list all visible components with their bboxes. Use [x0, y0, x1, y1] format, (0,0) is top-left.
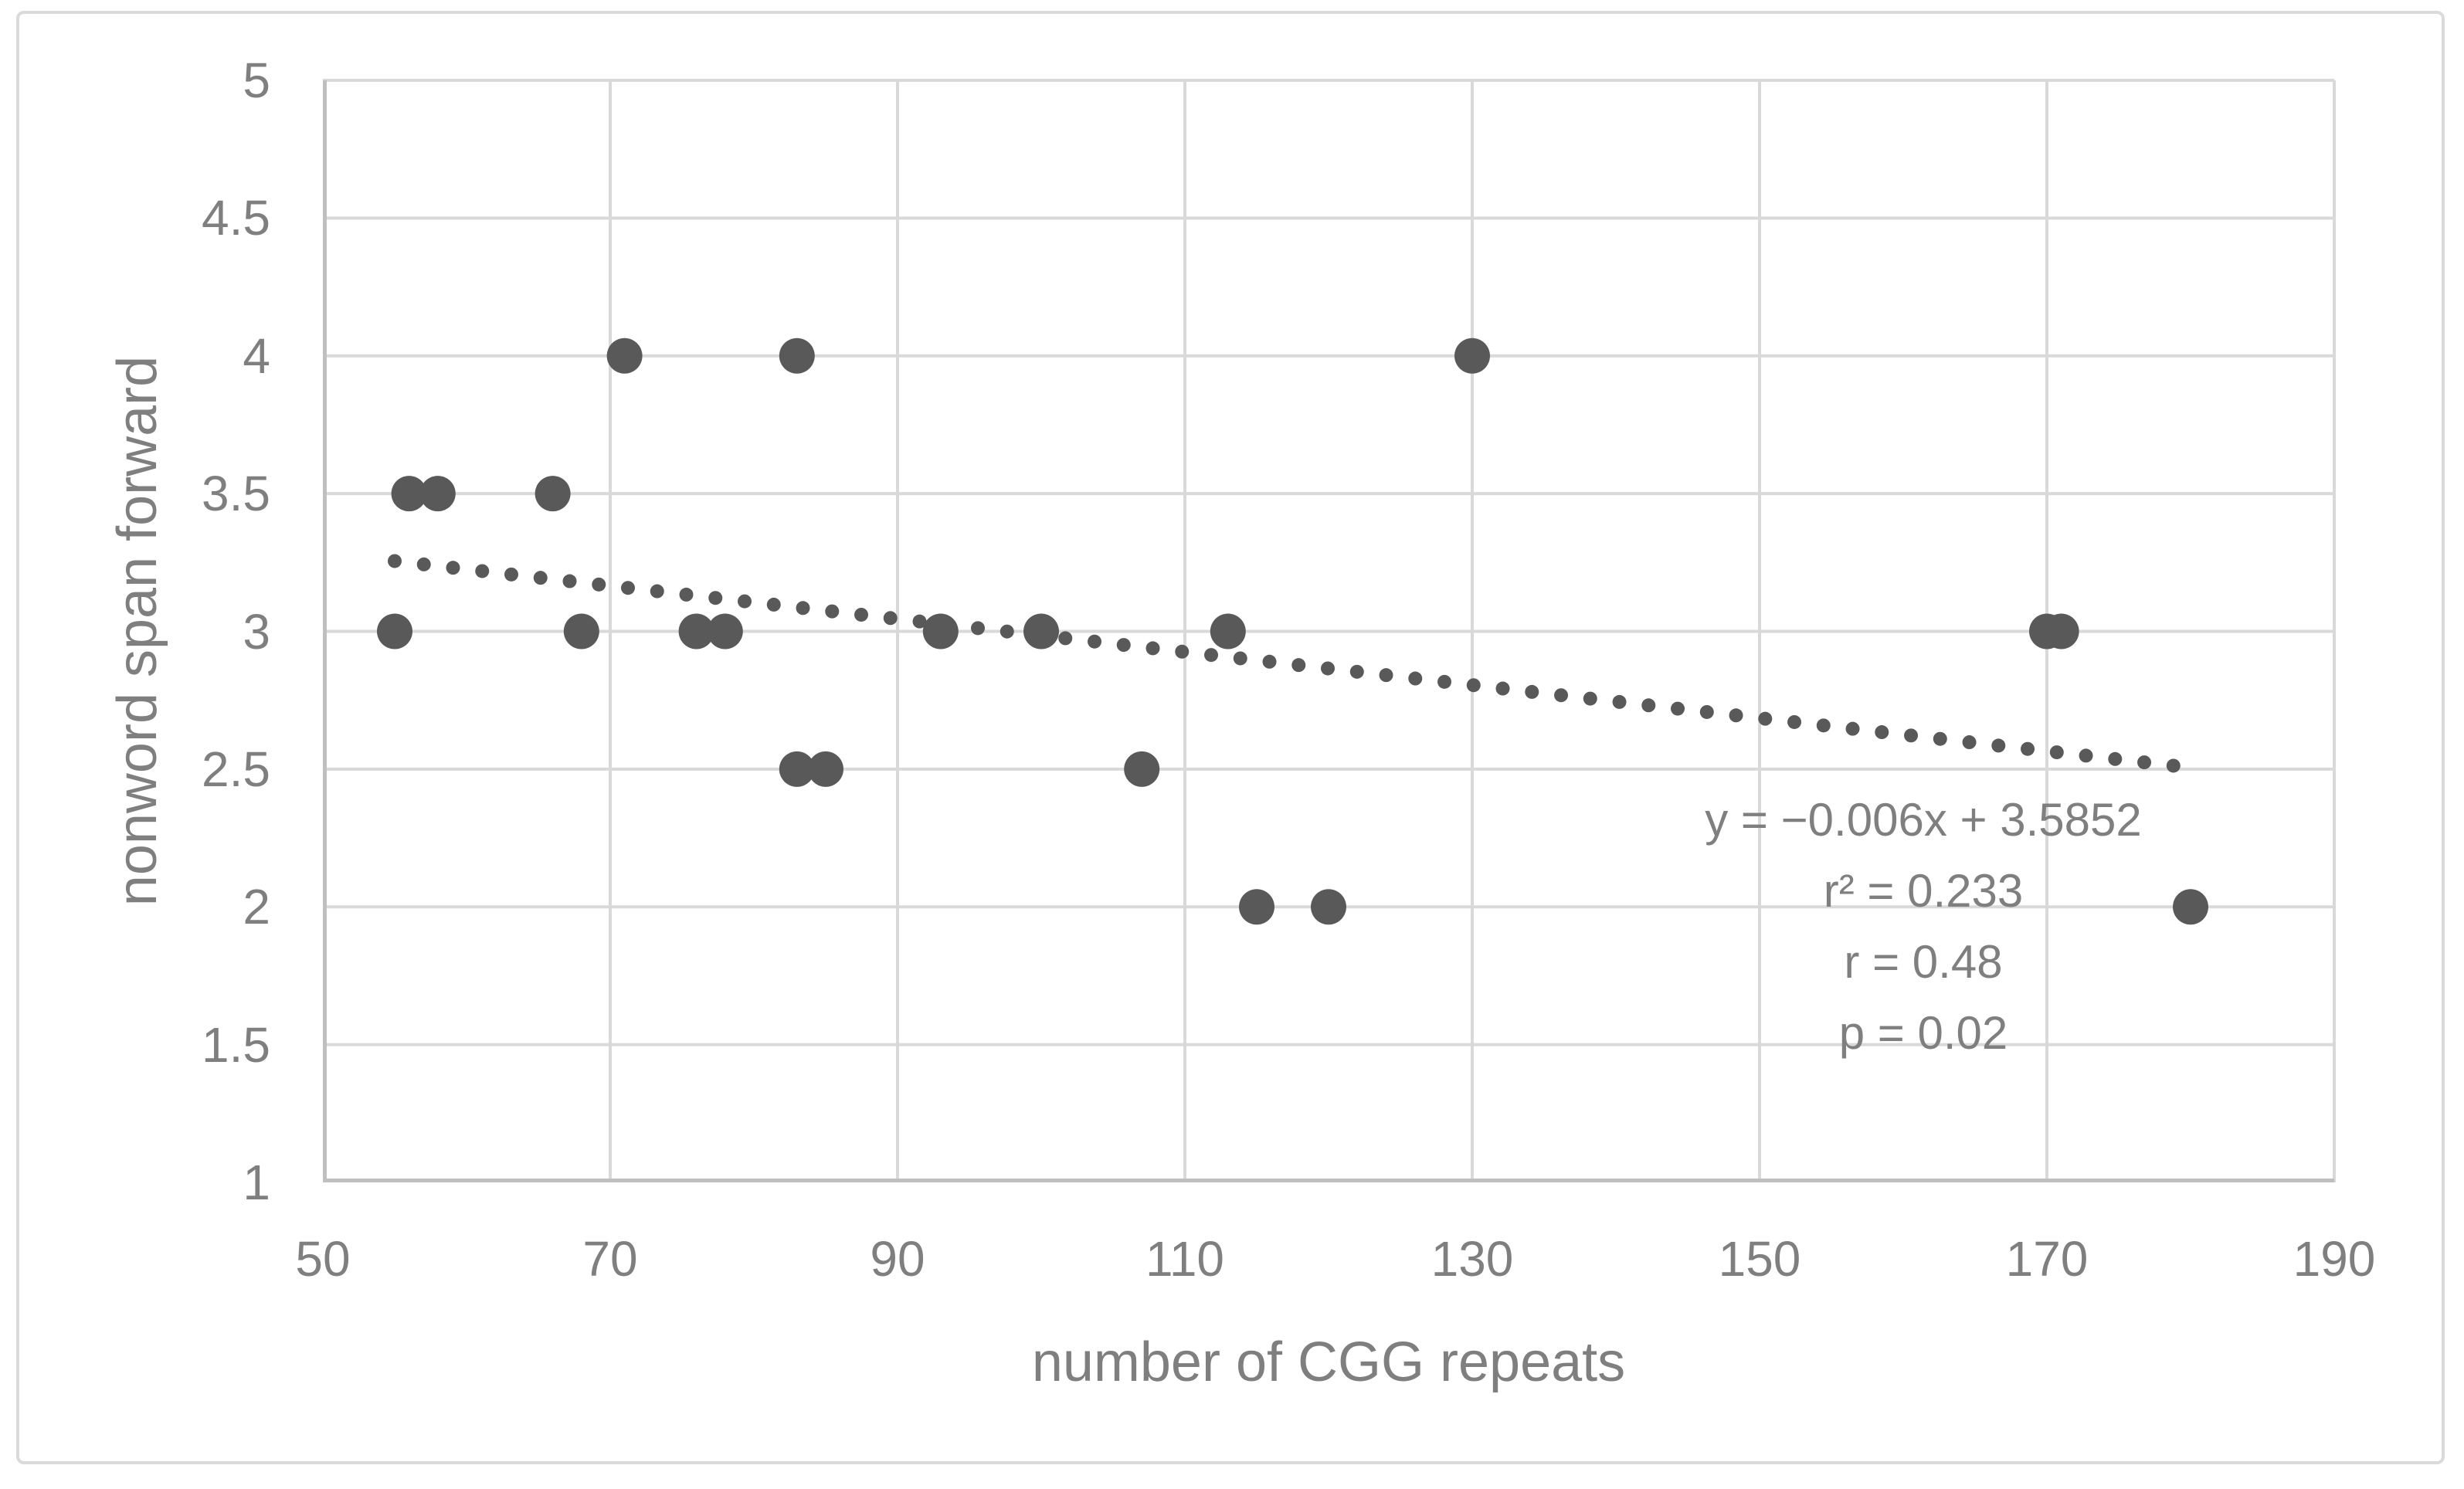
- data-point: [563, 613, 599, 650]
- data-point: [2043, 613, 2079, 650]
- data-point: [1023, 613, 1059, 650]
- x-tick-label: 70: [582, 1231, 638, 1287]
- data-point: [779, 337, 815, 374]
- x-tick-label: 50: [295, 1231, 351, 1287]
- y-tick-label: 1.5: [202, 1016, 270, 1073]
- y-tick-label: 3: [243, 603, 270, 660]
- data-point: [377, 613, 412, 650]
- data-point: [779, 751, 815, 787]
- data-point: [808, 751, 843, 787]
- annotation-equation: y = −0.006x + 3.5852: [1705, 794, 2142, 846]
- y-tick-label: 1: [243, 1155, 270, 1210]
- y-tick-label: 4.5: [202, 190, 270, 246]
- data-point: [1210, 613, 1246, 650]
- x-tick-label: 150: [1718, 1231, 1801, 1287]
- x-axis-title: number of CGG repeats: [1031, 1331, 1626, 1393]
- x-tick-label: 90: [870, 1231, 925, 1287]
- data-point: [922, 613, 959, 650]
- annotation-p: p = 0.02: [1838, 1007, 2008, 1059]
- annotation-r-squared: r² = 0.233: [1823, 865, 2024, 917]
- data-point: [678, 613, 714, 650]
- data-point: [1311, 889, 1346, 925]
- data-point: [606, 337, 643, 374]
- y-axis-title: nonword span forward: [107, 355, 168, 907]
- data-point: [535, 476, 571, 512]
- x-tick-label: 170: [2005, 1231, 2089, 1287]
- scatter-svg: [323, 79, 2336, 1182]
- annotation-r: r = 0.48: [1844, 936, 2003, 988]
- y-tick-label: 5: [243, 53, 270, 108]
- data-point: [2173, 889, 2208, 925]
- data-point: [419, 476, 456, 512]
- x-tick-label: 190: [2293, 1231, 2376, 1287]
- x-tick-label: 130: [1431, 1231, 1514, 1287]
- y-tick-label: 2: [243, 879, 270, 935]
- trendline-annotation: y = −0.006x + 3.5852 r² = 0.233 r = 0.48…: [1705, 785, 2141, 1069]
- data-point: [707, 613, 743, 650]
- y-tick-label: 4: [243, 327, 270, 384]
- plot-area: y = −0.006x + 3.5852 r² = 0.233 r = 0.48…: [323, 79, 2336, 1182]
- data-point: [1239, 889, 1274, 925]
- trendline: [388, 554, 2198, 775]
- y-tick-label: 3.5: [202, 466, 270, 522]
- x-tick-label: 110: [1145, 1231, 1225, 1287]
- y-tick-label: 2.5: [202, 741, 270, 797]
- data-point: [1124, 751, 1160, 787]
- data-point: [1454, 337, 1490, 374]
- data-point: [391, 476, 427, 512]
